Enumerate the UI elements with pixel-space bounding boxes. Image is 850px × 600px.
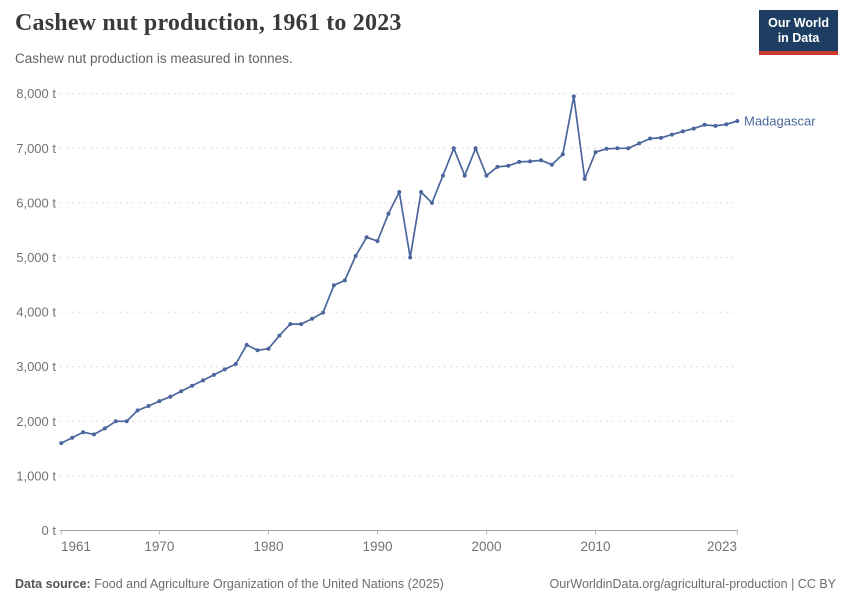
data-point-marker[interactable]: [124, 419, 129, 424]
data-point-marker[interactable]: [113, 419, 118, 424]
data-point-marker[interactable]: [211, 372, 216, 377]
data-point-marker[interactable]: [342, 278, 347, 283]
data-point-marker[interactable]: [135, 408, 140, 413]
data-point-marker[interactable]: [146, 404, 151, 408]
data-point-marker[interactable]: [539, 158, 543, 163]
data-point-marker[interactable]: [321, 310, 325, 315]
data-point-marker[interactable]: [299, 322, 304, 327]
data-point-marker[interactable]: [179, 389, 184, 394]
x-tick-label: 1970: [144, 539, 174, 554]
data-point-marker[interactable]: [517, 159, 522, 164]
data-point-marker[interactable]: [593, 150, 598, 155]
data-point-marker[interactable]: [233, 362, 238, 366]
data-point-marker[interactable]: [582, 176, 587, 181]
data-point-marker[interactable]: [669, 132, 674, 137]
owid-logo-line1: Our World: [768, 16, 829, 30]
data-point-marker[interactable]: [288, 322, 293, 327]
data-point-marker[interactable]: [255, 348, 260, 353]
x-tick-label: 1990: [362, 539, 392, 554]
x-tick-label: 1980: [253, 539, 283, 554]
data-point-marker[interactable]: [201, 378, 205, 383]
data-point-marker[interactable]: [310, 316, 315, 321]
owid-logo-line2: in Data: [777, 31, 820, 45]
data-point-marker[interactable]: [735, 119, 740, 123]
data-point-marker[interactable]: [713, 123, 718, 128]
y-tick-label: 5,000 t: [16, 250, 56, 265]
data-point-marker[interactable]: [102, 426, 107, 431]
data-point-marker[interactable]: [702, 122, 707, 127]
data-point-marker[interactable]: [451, 146, 456, 151]
data-point-marker[interactable]: [724, 122, 729, 127]
data-point-marker[interactable]: [222, 367, 227, 372]
data-point-marker[interactable]: [615, 146, 620, 151]
y-tick-label: 3,000 t: [16, 359, 56, 374]
data-point-marker[interactable]: [353, 253, 358, 258]
data-point-marker[interactable]: [648, 136, 653, 141]
data-point-marker[interactable]: [59, 441, 64, 446]
y-tick-label: 6,000 t: [16, 195, 56, 210]
data-point-marker[interactable]: [157, 399, 162, 404]
entity-label[interactable]: Madagascar: [744, 114, 816, 129]
data-point-marker[interactable]: [375, 239, 380, 244]
data-point-marker[interactable]: [331, 283, 336, 288]
owid-logo[interactable]: Our World in Data: [759, 10, 838, 55]
data-point-marker[interactable]: [430, 200, 434, 205]
data-point-marker[interactable]: [70, 435, 75, 440]
data-point-marker[interactable]: [495, 164, 500, 169]
data-point-marker[interactable]: [419, 190, 424, 194]
y-tick-label: 1,000 t: [16, 468, 56, 483]
data-point-marker[interactable]: [266, 346, 271, 351]
data-point-marker[interactable]: [528, 159, 533, 164]
data-source-note: Data source: Food and Agriculture Organi…: [15, 577, 444, 591]
data-point-marker[interactable]: [473, 146, 478, 151]
data-point-marker[interactable]: [244, 342, 249, 347]
data-point-marker[interactable]: [277, 333, 282, 338]
data-point-marker[interactable]: [440, 173, 445, 178]
data-point-marker[interactable]: [659, 135, 663, 140]
data-point-marker[interactable]: [386, 211, 391, 216]
data-point-marker[interactable]: [81, 430, 86, 435]
data-point-marker[interactable]: [190, 383, 195, 388]
data-point-marker[interactable]: [549, 162, 554, 167]
data-point-marker[interactable]: [92, 432, 96, 437]
x-tick-label: 1961: [61, 539, 91, 554]
y-tick-label: 0 t: [42, 523, 57, 538]
data-point-marker[interactable]: [462, 173, 467, 178]
data-point-marker[interactable]: [397, 190, 402, 194]
y-tick-label: 7,000 t: [16, 141, 56, 156]
y-tick-label: 8,000 t: [16, 86, 56, 101]
chart-subtitle: Cashew nut production is measured in ton…: [15, 51, 293, 66]
data-point-marker[interactable]: [408, 255, 413, 260]
data-point-marker[interactable]: [484, 173, 489, 178]
x-tick-label: 2000: [472, 539, 502, 554]
data-source-label: Data source:: [15, 577, 91, 591]
data-point-marker[interactable]: [691, 126, 696, 131]
y-tick-label: 4,000 t: [16, 305, 56, 320]
x-tick-label: 2010: [581, 539, 611, 554]
data-source-text: Food and Agriculture Organization of the…: [94, 577, 444, 591]
data-point-marker[interactable]: [637, 141, 642, 146]
data-point-marker[interactable]: [506, 163, 511, 168]
data-point-marker[interactable]: [560, 152, 565, 157]
data-point-marker[interactable]: [364, 235, 369, 240]
x-tick-label: 2023: [707, 539, 737, 554]
page-title: Cashew nut production, 1961 to 2023: [15, 10, 402, 36]
license-link[interactable]: OurWorldinData.org/agricultural-producti…: [549, 577, 836, 591]
data-point-marker[interactable]: [626, 146, 631, 151]
data-point-marker[interactable]: [604, 146, 609, 151]
data-point-marker[interactable]: [680, 129, 685, 134]
data-point-marker[interactable]: [168, 394, 173, 399]
y-tick-label: 2,000 t: [16, 414, 56, 429]
data-point-marker[interactable]: [571, 94, 576, 99]
